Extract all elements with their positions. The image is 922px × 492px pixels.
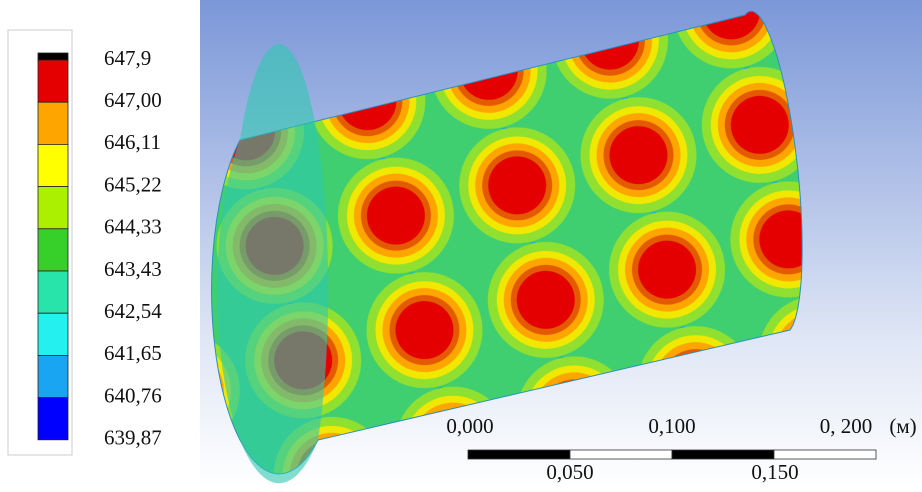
legend-label: 647,9	[104, 46, 151, 70]
screen: 647,9 647,00 646,11 645,22 644,33 643,43 642,5…	[0, 0, 922, 487]
legend-label: 640,76	[104, 383, 162, 407]
scale-label: 0,000	[446, 414, 493, 438]
legend-label: 644,33	[104, 215, 162, 239]
scale-segment	[570, 450, 672, 459]
legend-swatch	[38, 187, 68, 229]
legend-label: 642,54	[104, 299, 162, 323]
legend-swatch	[38, 313, 68, 355]
scale-segment	[672, 450, 774, 459]
scale-label: 0,100	[648, 414, 695, 438]
legend-label: 639,87	[104, 426, 162, 450]
legend-swatch	[38, 398, 68, 440]
scale-segment	[468, 450, 570, 459]
legend-swatch	[38, 229, 68, 271]
scale-label: 0,150	[751, 460, 798, 484]
legend: 647,9 647,00 646,11 645,22 644,33 643,43 642,5…	[38, 46, 162, 450]
legend-swatch	[38, 355, 68, 397]
legend-swatch	[38, 60, 68, 102]
legend-label: 643,43	[104, 257, 162, 281]
legend-swatch	[38, 144, 68, 186]
scale-label: 0,050	[546, 460, 593, 484]
legend-label: 647,00	[104, 88, 162, 112]
legend-swatch	[38, 271, 68, 313]
scale-segment	[774, 450, 876, 459]
legend-label: 645,22	[104, 172, 162, 196]
legend-swatch	[38, 102, 68, 144]
legend-label: 641,65	[104, 341, 162, 365]
scale-unit: (м)	[889, 414, 916, 438]
scale-label: 0, 200	[820, 414, 873, 438]
legend-label: 646,11	[104, 130, 161, 154]
